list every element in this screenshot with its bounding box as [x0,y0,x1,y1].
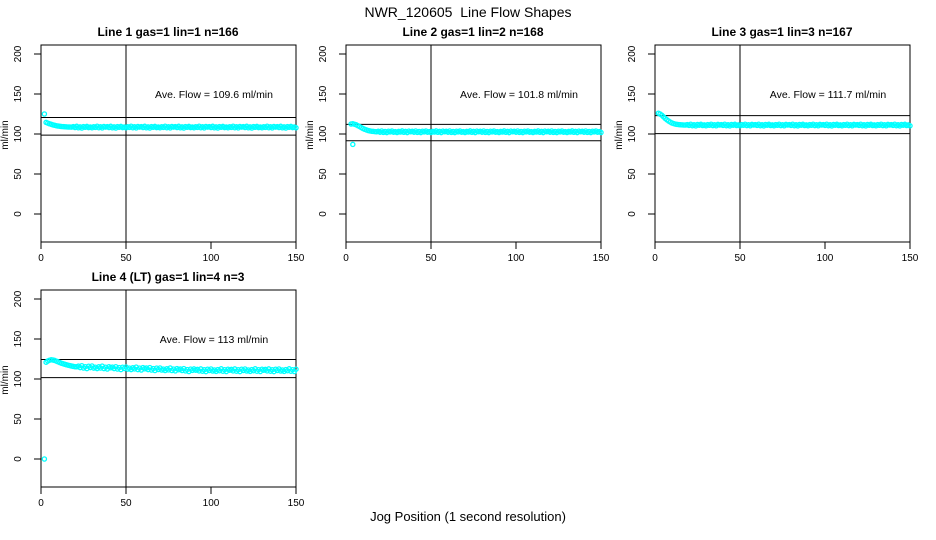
x-tick-label: 0 [38,253,44,264]
y-tick-label: 150 [13,330,24,347]
subplot-line-2: Line 2 gas=1 lin=2 n=168 0 50 100 150 200 0 50 1… [305,25,610,264]
y-tick-label: 150 [318,85,329,102]
y-tick-label: 50 [13,413,24,425]
y-axis-label: ml/min [0,365,11,394]
x-tick-label: 150 [288,498,305,509]
x-tick-label: 100 [203,253,220,264]
y-tick-label: 150 [13,85,24,102]
x-tick-label: 0 [652,253,658,264]
y-tick-label: 50 [627,168,638,180]
y-tick-label: 100 [13,370,24,387]
y-tick-label: 0 [627,211,638,217]
y-tick-label: 200 [13,45,24,62]
x-tick-label: 50 [734,253,746,264]
ave-flow-annotation: Ave. Flow = 101.8 ml/min [460,89,578,101]
y-tick-label: 0 [318,211,329,217]
y-tick-label: 100 [13,125,24,142]
y-tick-label: 100 [627,125,638,142]
outlier-point [41,456,48,462]
data-point [907,123,913,129]
subplot-title: Line 3 gas=1 lin=3 n=167 [711,25,852,39]
y-tick-label: 0 [13,211,24,217]
subplot-title: Line 1 gas=1 lin=1 n=166 [97,25,238,39]
data-point [293,366,299,372]
subplot-line-3: Line 3 gas=1 lin=3 n=167 0 50 100 150 200 0 50 1… [614,25,919,264]
y-tick-label: 150 [627,85,638,102]
y-tick-label: 200 [13,290,24,307]
y-axis-label: ml/min [0,120,11,149]
y-tick-label: 100 [318,125,329,142]
subplot-title: Line 4 (LT) gas=1 lin=4 n=3 [92,270,245,284]
ave-flow-annotation: Ave. Flow = 111.7 ml/min [770,89,887,101]
subplot-line-4: Line 4 (LT) gas=1 lin=4 n=3 0 50 100 150 200 0… [0,270,305,509]
outlier-point [41,111,48,117]
x-tick-label: 0 [38,498,44,509]
outlier-point [350,141,356,148]
plot-frame [40,44,297,243]
y-tick-label: 50 [13,168,24,180]
subplot-line-1: Line 1 gas=1 lin=1 n=166 0 50 100 150 200 0 50 1… [0,25,305,264]
x-tick-label: 150 [593,253,610,264]
plot-frame [345,44,602,243]
plot-frame [40,289,297,488]
x-tick-label: 50 [120,253,132,264]
y-axis-label: ml/min [305,120,316,149]
subplot-title: Line 2 gas=1 lin=2 n=168 [402,25,543,39]
x-tick-label: 0 [343,253,349,264]
figure-x-axis-label: Jog Position (1 second resolution) [370,509,566,524]
x-tick-label: 150 [902,253,919,264]
ave-flow-annotation: Ave. Flow = 113 ml/min [160,334,269,346]
x-tick-label: 150 [288,253,305,264]
plot-frame [654,44,911,243]
y-tick-label: 0 [13,456,24,462]
x-tick-label: 100 [817,253,834,264]
x-tick-label: 50 [120,498,132,509]
y-axis-label: ml/min [614,120,625,149]
figure-title: NWR_120605 Line Flow Shapes [364,4,572,20]
y-tick-label: 200 [627,45,638,62]
data-point [598,129,604,136]
y-tick-label: 50 [318,168,329,180]
x-tick-label: 50 [425,253,437,264]
x-tick-label: 100 [508,253,525,264]
data-point [293,125,299,131]
x-tick-label: 100 [203,498,220,509]
ave-flow-annotation: Ave. Flow = 109.6 ml/min [155,89,273,101]
y-tick-label: 200 [318,45,329,62]
